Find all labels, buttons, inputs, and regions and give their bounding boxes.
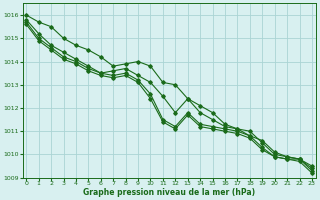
X-axis label: Graphe pression niveau de la mer (hPa): Graphe pression niveau de la mer (hPa) bbox=[83, 188, 255, 197]
